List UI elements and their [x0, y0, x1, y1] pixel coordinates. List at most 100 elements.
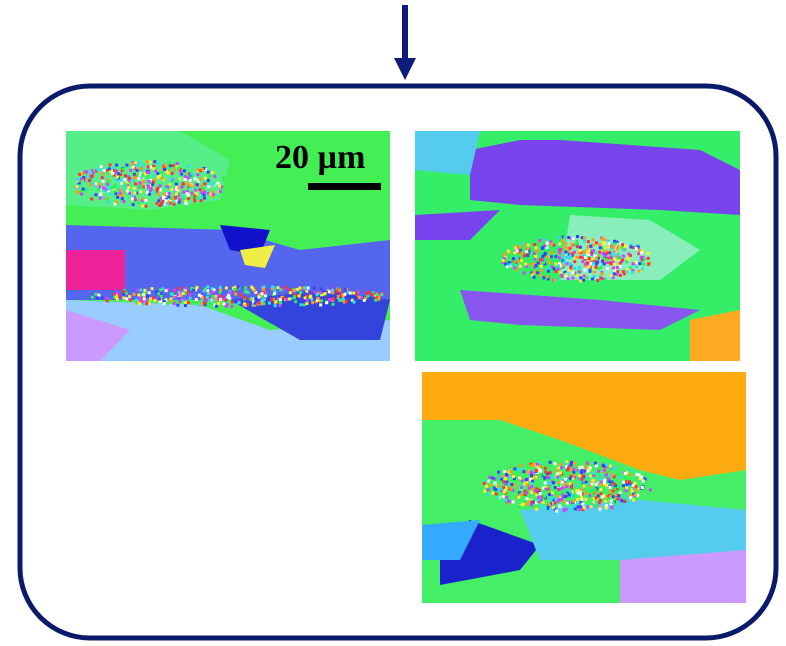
- speckle: [526, 471, 529, 474]
- speckle: [567, 277, 570, 280]
- speckle: [165, 202, 168, 205]
- speckle: [590, 502, 593, 505]
- speckle: [306, 299, 309, 302]
- speckle: [523, 272, 526, 275]
- speckle: [148, 180, 151, 183]
- speckle: [576, 498, 579, 501]
- speckle: [640, 476, 643, 479]
- speckle: [169, 300, 172, 303]
- speckle: [207, 179, 210, 182]
- speckle: [558, 242, 561, 245]
- speckle: [90, 197, 93, 200]
- speckle: [148, 193, 151, 196]
- speckle: [191, 194, 194, 197]
- speckle: [159, 289, 162, 292]
- speckle: [530, 500, 533, 503]
- speckle: [517, 468, 520, 471]
- speckle: [131, 163, 134, 166]
- speckle: [566, 502, 569, 505]
- speckle: [116, 176, 119, 179]
- speckle: [605, 484, 608, 487]
- speckle: [591, 277, 594, 280]
- speckle: [611, 473, 614, 476]
- speckle: [122, 200, 125, 203]
- speckle: [626, 270, 629, 273]
- speckle: [132, 203, 135, 206]
- speckle: [153, 299, 156, 302]
- speckle: [588, 257, 591, 260]
- speckle: [174, 196, 177, 199]
- speckle: [577, 481, 580, 484]
- speckle: [627, 257, 630, 260]
- speckle: [553, 279, 556, 282]
- speckle: [583, 269, 586, 272]
- speckle: [502, 259, 505, 262]
- speckle: [568, 508, 571, 511]
- speckle: [521, 242, 524, 245]
- speckle: [539, 465, 542, 468]
- speckle: [325, 301, 328, 304]
- speckle: [609, 261, 612, 264]
- speckle: [205, 299, 208, 302]
- speckle: [604, 500, 607, 503]
- speckle: [642, 480, 645, 483]
- speckle: [621, 246, 624, 249]
- speckle: [207, 302, 210, 305]
- speckle: [604, 278, 607, 281]
- speckle: [578, 267, 581, 270]
- speckle: [584, 466, 587, 469]
- speckle: [101, 176, 104, 179]
- speckle: [284, 286, 287, 289]
- speckle: [217, 182, 220, 185]
- speckle: [319, 303, 322, 306]
- speckle: [184, 178, 187, 181]
- speckle: [488, 476, 491, 479]
- speckle: [567, 489, 570, 492]
- speckle: [621, 243, 624, 246]
- speckle: [576, 245, 579, 248]
- speckle: [100, 165, 103, 168]
- speckle: [229, 291, 232, 294]
- speckle: [204, 177, 207, 180]
- speckle: [214, 298, 217, 301]
- speckle: [633, 482, 636, 485]
- speckle: [569, 262, 572, 265]
- speckle: [587, 266, 590, 269]
- speckle: [518, 505, 521, 508]
- speckle: [144, 205, 147, 208]
- speckle: [627, 501, 630, 504]
- speckle: [525, 478, 528, 481]
- speckle: [582, 484, 585, 487]
- speckle: [598, 243, 601, 246]
- speckle: [503, 470, 506, 473]
- speckle: [617, 256, 620, 259]
- speckle: [526, 497, 529, 500]
- speckle: [616, 270, 619, 273]
- speckle: [132, 179, 135, 182]
- speckle: [236, 286, 239, 289]
- speckle: [562, 253, 565, 256]
- speckle: [134, 198, 137, 201]
- speckle: [177, 201, 180, 204]
- speckle: [565, 256, 568, 259]
- speckle: [551, 475, 554, 478]
- speckle: [629, 266, 632, 269]
- speckle: [581, 503, 584, 506]
- speckle: [609, 465, 612, 468]
- speckle: [97, 188, 100, 191]
- speckle: [257, 302, 260, 305]
- speckle: [244, 286, 247, 289]
- speckle: [553, 267, 556, 270]
- speckle: [163, 168, 166, 171]
- speckle: [337, 295, 340, 298]
- speckle: [535, 469, 538, 472]
- speckle: [602, 464, 605, 467]
- speckle: [507, 250, 510, 253]
- speckle: [519, 265, 522, 268]
- speckle: [184, 301, 187, 304]
- speckle: [185, 287, 188, 290]
- speckle: [311, 301, 314, 304]
- speckle: [161, 200, 164, 203]
- speckle: [134, 182, 137, 185]
- speckle: [638, 262, 641, 265]
